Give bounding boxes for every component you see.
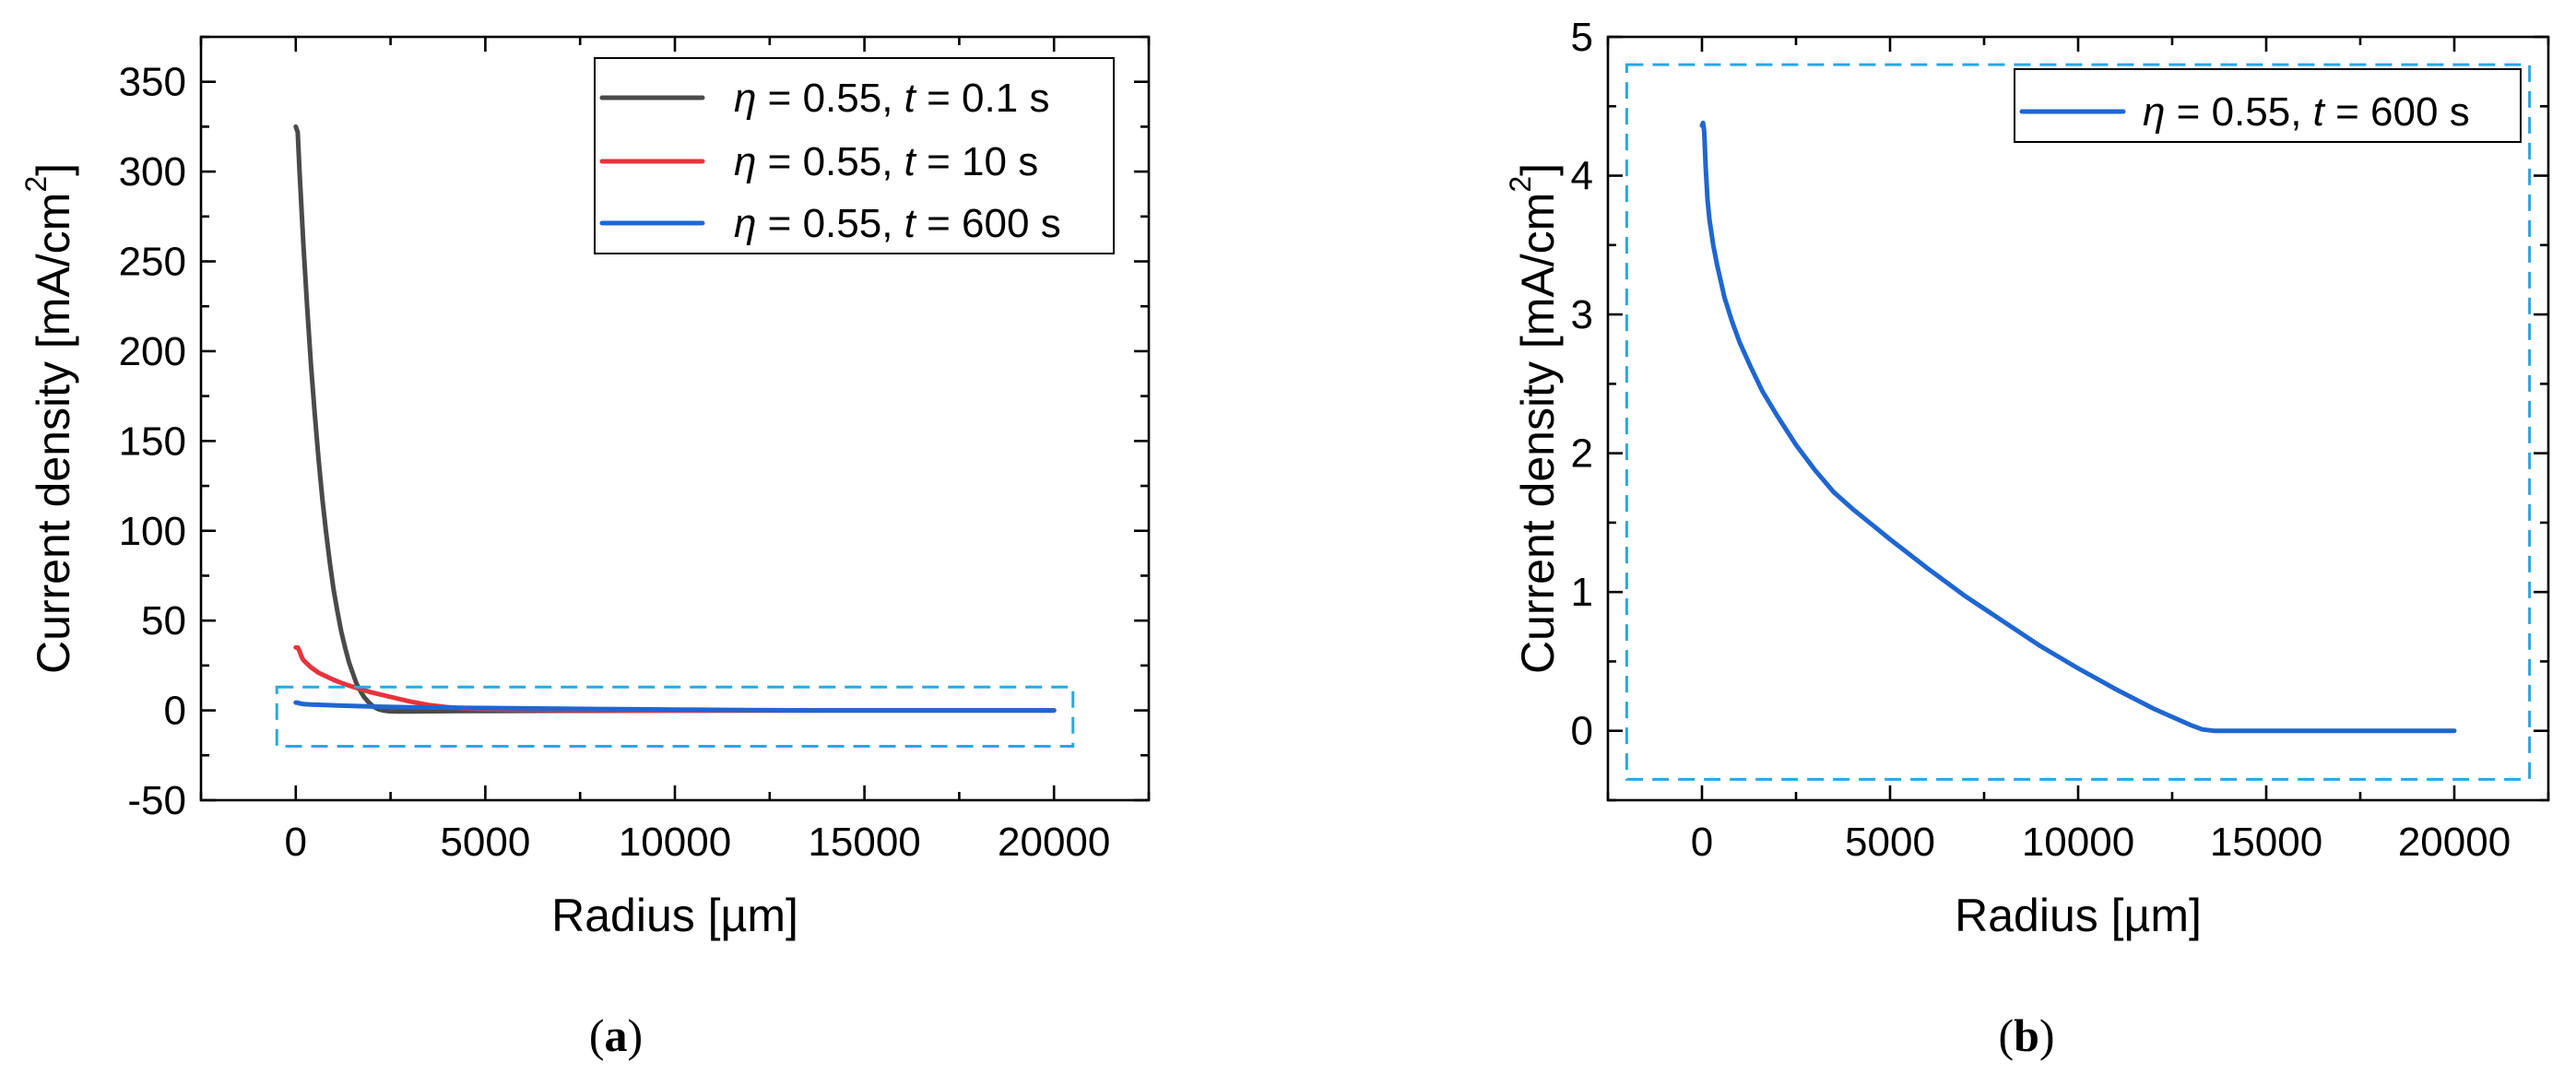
legend-box <box>2014 68 2522 143</box>
series-line-600s <box>1699 120 2457 734</box>
x-tick-label: 15000 <box>2210 820 2322 865</box>
legend-label-600s: η = 0.55, t = 600 s <box>734 201 1061 246</box>
legend-time: = 10 s <box>916 139 1038 184</box>
chart-panel-a: 0 5000 10000 15000 20000 -50 0 50 100 150 200 250 3… <box>19 35 1151 1061</box>
zoom-region-box <box>1625 63 2532 781</box>
x-tick-label: 10000 <box>2022 820 2134 865</box>
legend-t: t <box>904 76 917 121</box>
panel-caption: (a) <box>589 1009 643 1061</box>
legend: η = 0.55, t = 600 s <box>2014 68 2522 143</box>
y-tick-label: 300 <box>119 149 186 195</box>
legend-eta-value: = 0.55, <box>756 76 904 121</box>
caption-letter: a <box>605 1009 628 1061</box>
y-tick-label: -50 <box>127 778 186 823</box>
legend-time: = 0.1 s <box>916 76 1050 121</box>
x-tick-labels: 0 5000 10000 15000 20000 <box>285 820 1111 865</box>
y-tick-label: 0 <box>1571 709 1593 754</box>
caption-paren-close: ) <box>628 1009 644 1061</box>
legend-eta: η <box>734 76 756 121</box>
y-axis-title-superscript: 2 <box>19 176 53 193</box>
legend: η = 0.55, t = 0.1 s η = 0.55, t = 10 s η… <box>594 57 1115 254</box>
caption-paren-close: ) <box>2039 1009 2055 1061</box>
x-tick-label: 10000 <box>619 820 731 865</box>
x-tick-label: 20000 <box>998 820 1110 865</box>
x-tick-label: 5000 <box>1845 820 1935 865</box>
y-tick-label: 100 <box>119 509 186 554</box>
legend-eta-value: = 0.55, <box>756 201 904 246</box>
legend-t: t <box>2313 89 2326 135</box>
legend-time: = 600 s <box>2324 89 2470 135</box>
legend-eta: η <box>734 139 756 184</box>
plot-frame <box>1606 35 2550 802</box>
axis-ticks <box>1606 35 2550 802</box>
x-tick-label: 5000 <box>440 820 530 865</box>
x-tick-label: 0 <box>1691 820 1713 865</box>
x-tick-label: 20000 <box>2398 820 2511 865</box>
y-tick-label: 2 <box>1571 431 1593 477</box>
series-line-0.1s <box>293 124 1057 714</box>
legend-eta: η <box>734 201 756 246</box>
x-axis-title: Radius [µm] <box>1955 890 2202 941</box>
y-tick-label: 4 <box>1571 154 1593 199</box>
x-tick-label: 0 <box>285 820 307 865</box>
y-tick-label: 3 <box>1571 292 1593 337</box>
y-tick-label: 50 <box>141 598 186 643</box>
y-axis-title-end: ] <box>28 163 79 176</box>
legend-eta-value: = 0.55, <box>756 139 904 184</box>
legend-label-600s: η = 0.55, t = 600 s <box>2143 89 2470 135</box>
y-axis-title-superscript: 2 <box>1504 176 1537 193</box>
legend-time: = 600 s <box>916 201 1061 246</box>
y-axis-title: Current density [mA/cm2] <box>19 163 79 674</box>
x-tick-labels: 0 5000 10000 15000 20000 <box>1691 820 2511 865</box>
plot-frame <box>199 35 1151 802</box>
caption-paren-open: ( <box>589 1009 605 1061</box>
y-tick-label: 350 <box>119 60 186 105</box>
series-line-10s <box>293 644 1057 714</box>
y-axis-title-main: Current density [mA/cm <box>28 193 79 674</box>
y-tick-labels: 0 1 2 3 4 5 <box>1571 15 1593 754</box>
series-lines <box>293 124 1057 714</box>
y-tick-label: 0 <box>164 689 186 734</box>
series-line-600s <box>293 700 1057 714</box>
y-axis-title-end: ] <box>1512 163 1564 176</box>
panel-caption: (b) <box>1998 1009 2054 1061</box>
y-axis-title: Current density [mA/cm2] <box>1504 163 1564 674</box>
y-tick-label: 250 <box>119 240 186 285</box>
legend-label-0p1s: η = 0.55, t = 0.1 s <box>734 76 1049 121</box>
y-tick-label: 5 <box>1571 15 1593 60</box>
y-axis-title-main: Current density [mA/cm <box>1512 193 1564 674</box>
x-tick-label: 15000 <box>808 820 920 865</box>
caption-paren-open: ( <box>1998 1009 2014 1061</box>
legend-eta-value: = 0.55, <box>2165 89 2312 135</box>
zoom-region-box <box>275 685 1075 749</box>
legend-label-10s: η = 0.55, t = 10 s <box>734 139 1038 184</box>
y-tick-label: 1 <box>1571 570 1593 615</box>
y-tick-labels: -50 0 50 100 150 200 250 300 350 <box>119 60 186 823</box>
y-tick-label: 150 <box>119 419 186 464</box>
caption-letter: b <box>2014 1009 2039 1061</box>
y-tick-label: 200 <box>119 329 186 374</box>
legend-t: t <box>904 139 917 184</box>
legend-eta: η <box>2143 89 2165 135</box>
series-lines <box>1699 120 2457 734</box>
legend-t: t <box>904 201 917 246</box>
x-axis-title: Radius [µm] <box>551 890 798 941</box>
